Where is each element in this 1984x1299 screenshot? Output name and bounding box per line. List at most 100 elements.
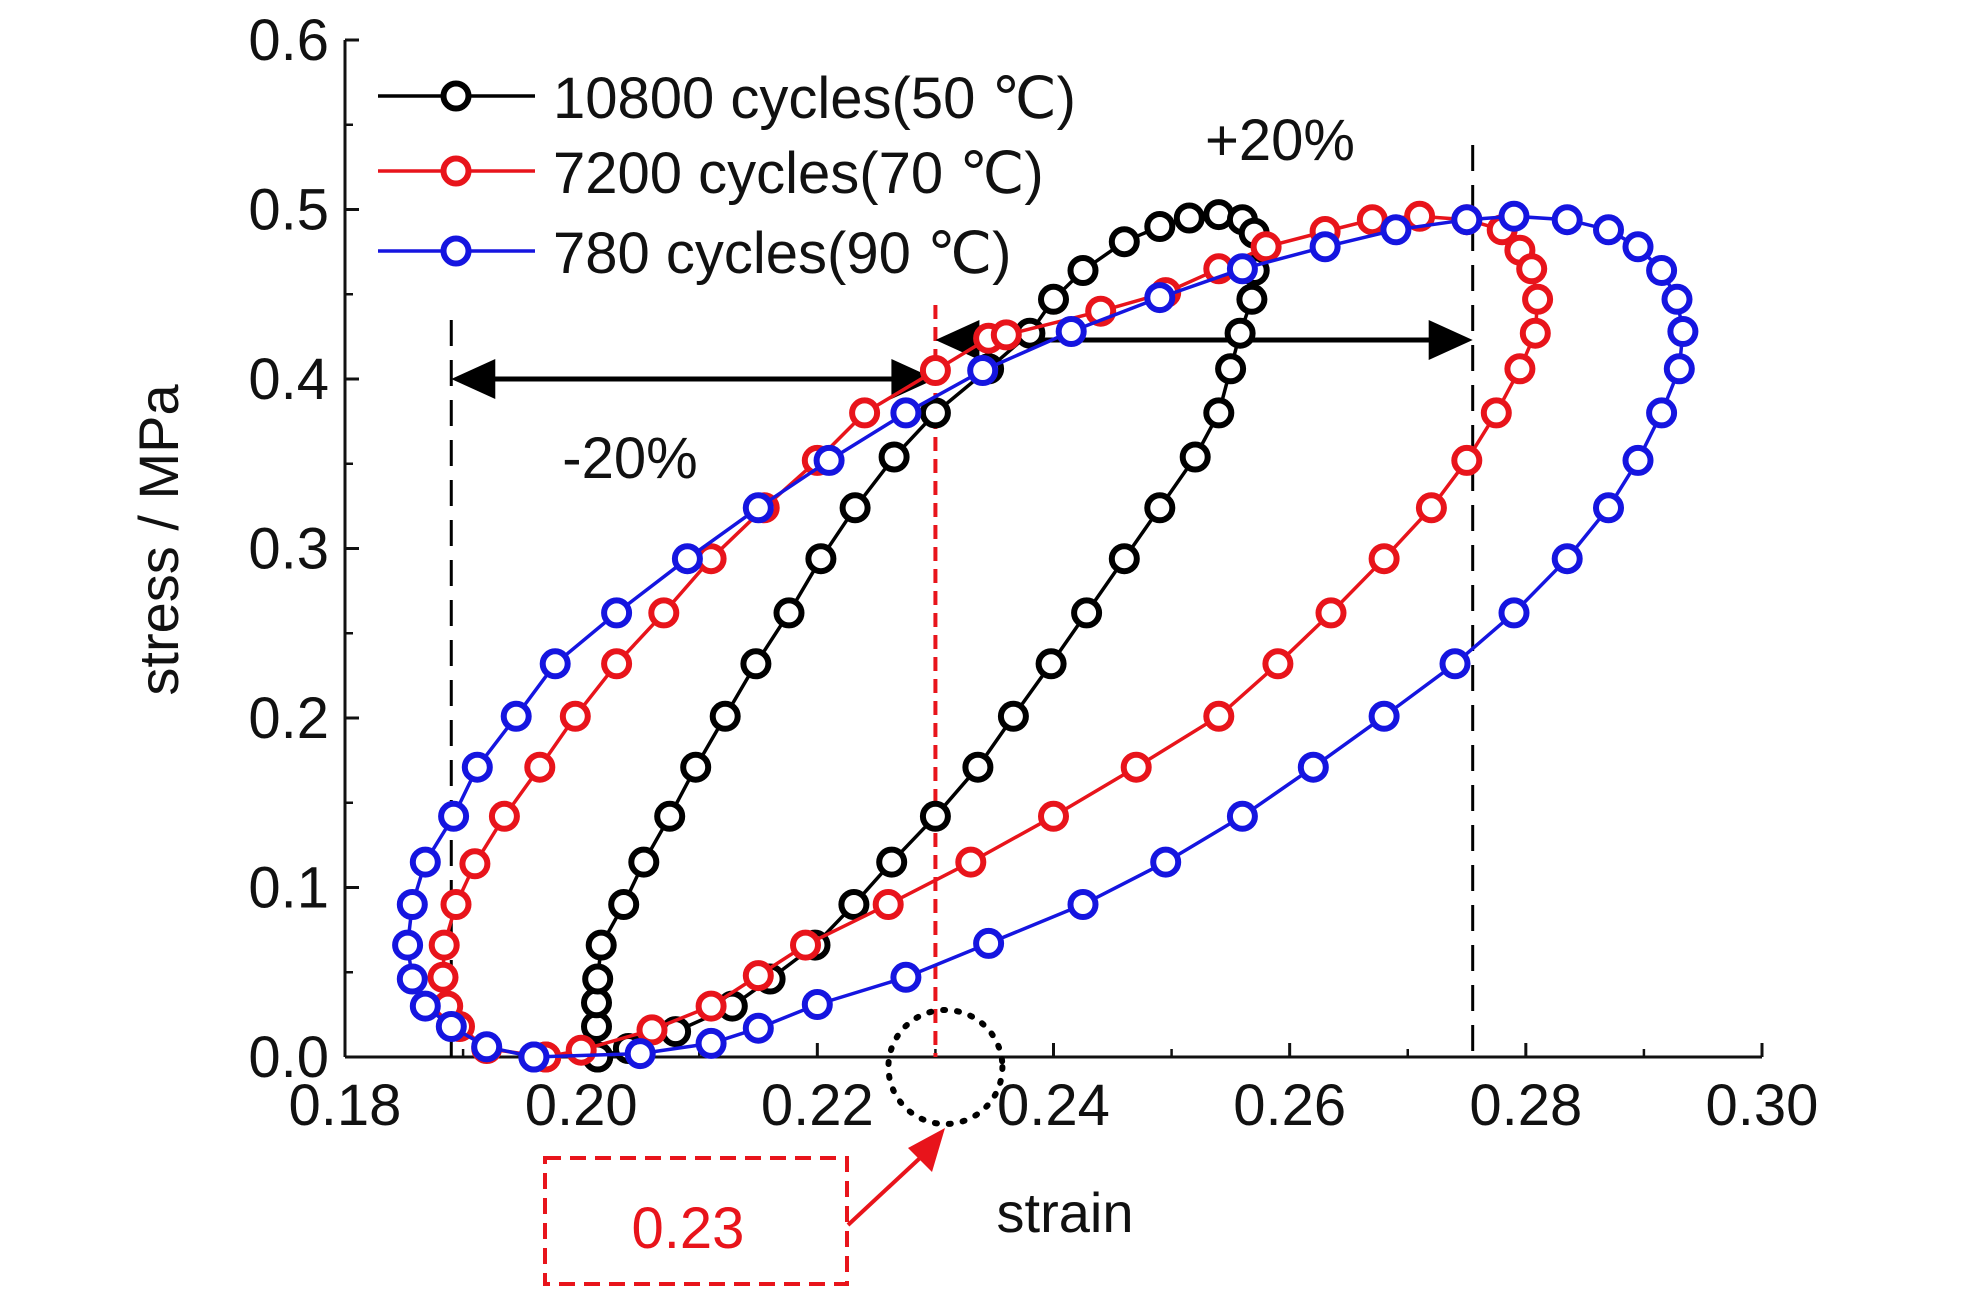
data-point xyxy=(435,1011,467,1042)
data-point xyxy=(1236,283,1268,315)
data-point xyxy=(813,444,845,476)
x-tick-label: 0.28 xyxy=(1469,1073,1582,1138)
legend-marker xyxy=(440,235,472,267)
legend-label: 780 cycles(90 ℃) xyxy=(553,221,1011,286)
data-point xyxy=(1519,317,1551,349)
legend: 10800 cycles(50 ℃) 7200 cycles(70 ℃) 780 c… xyxy=(378,66,1076,286)
data-point xyxy=(628,846,660,878)
series-3 xyxy=(392,200,1699,1073)
data-point xyxy=(1297,751,1329,783)
y-tick-label: 0.3 xyxy=(248,517,329,582)
data-point xyxy=(1224,317,1256,349)
data-point xyxy=(1451,444,1483,476)
data-point xyxy=(1055,316,1087,347)
arrow-head-left xyxy=(451,359,496,399)
data-point xyxy=(1504,353,1536,385)
data-point xyxy=(890,961,922,993)
data-point xyxy=(1315,597,1347,629)
data-point xyxy=(1173,202,1205,234)
data-point xyxy=(1368,543,1400,575)
data-point xyxy=(654,800,686,832)
data-point xyxy=(1380,214,1412,246)
data-point xyxy=(565,1034,597,1066)
data-point xyxy=(428,929,460,961)
data-point xyxy=(801,989,833,1020)
data-point xyxy=(1663,353,1695,385)
data-point xyxy=(1451,204,1483,236)
x-tick-label: 0.30 xyxy=(1706,1073,1819,1138)
data-point xyxy=(839,492,871,524)
data-point xyxy=(392,929,424,961)
value-box-label: 0.23 xyxy=(632,1196,745,1261)
data-point xyxy=(636,1014,668,1046)
data-point xyxy=(1038,800,1069,832)
data-point xyxy=(1309,231,1341,263)
data-point xyxy=(601,597,633,629)
axes: 0.18 0.20 0.22 0.24 0.26 0.28 0.30 0.0 0.1 0.2 0.3… xyxy=(248,8,1818,1138)
data-point xyxy=(1203,700,1235,732)
y-tick-label: 0.2 xyxy=(248,686,329,751)
y-tick-label: 0.6 xyxy=(248,8,329,73)
value-arrow-shaft xyxy=(846,1156,922,1227)
data-point xyxy=(1215,353,1247,385)
legend-label: 7200 cycles(70 ℃) xyxy=(553,141,1044,206)
data-point xyxy=(790,929,821,961)
data-point xyxy=(1108,226,1140,258)
data-point xyxy=(1551,543,1583,575)
data-point xyxy=(709,700,741,732)
data-point xyxy=(608,889,640,920)
data-point xyxy=(967,355,999,386)
data-point xyxy=(1551,204,1583,236)
data-point xyxy=(1480,397,1512,429)
data-point xyxy=(582,963,614,995)
data-point xyxy=(1661,283,1693,315)
data-point xyxy=(876,846,908,878)
annotations: -20% +20% 0.23 xyxy=(449,108,1475,1286)
data-point xyxy=(1593,492,1624,524)
data-point xyxy=(742,492,774,524)
data-point xyxy=(990,319,1022,351)
data-point xyxy=(680,751,712,783)
data-point xyxy=(500,700,532,732)
y-tick-label: 0.0 xyxy=(248,1025,329,1090)
x-tick-label: 0.24 xyxy=(997,1073,1110,1138)
data-point xyxy=(427,961,459,993)
data-point xyxy=(1035,648,1067,680)
data-point xyxy=(1667,316,1699,347)
y-tick-label: 0.5 xyxy=(248,178,329,243)
minus-20-label: -20% xyxy=(562,426,697,491)
data-point xyxy=(440,889,472,920)
data-point xyxy=(1368,700,1400,732)
y-axis-label: stress / MPa xyxy=(127,384,190,696)
data-point xyxy=(742,1012,774,1044)
data-point xyxy=(1120,751,1152,783)
data-point xyxy=(585,929,617,961)
data-point xyxy=(539,648,571,680)
data-point xyxy=(1516,253,1548,285)
x-tick-label: 0.26 xyxy=(1233,1073,1346,1138)
data-point xyxy=(438,800,470,832)
y-tick-label: 0.1 xyxy=(248,856,329,921)
data-point xyxy=(1150,846,1182,878)
data-point xyxy=(962,751,994,783)
legend-item-1: 10800 cycles(50 ℃) xyxy=(378,66,1076,131)
value-arrow-head xyxy=(908,1128,945,1172)
data-point xyxy=(524,751,556,783)
data-point xyxy=(1622,231,1654,263)
data-point xyxy=(459,848,491,880)
data-point xyxy=(878,441,910,473)
data-point xyxy=(1038,283,1069,315)
data-point xyxy=(890,397,922,429)
data-point xyxy=(559,700,591,732)
data-point xyxy=(773,597,805,629)
data-point xyxy=(1067,889,1099,920)
x-tick-label: 0.20 xyxy=(525,1073,638,1138)
data-point xyxy=(1144,211,1176,242)
data-point xyxy=(396,963,428,995)
data-point xyxy=(1646,255,1678,286)
data-point xyxy=(997,700,1029,732)
data-point xyxy=(872,889,904,920)
data-point xyxy=(1203,397,1235,429)
x-tick-label: 0.22 xyxy=(761,1073,874,1138)
